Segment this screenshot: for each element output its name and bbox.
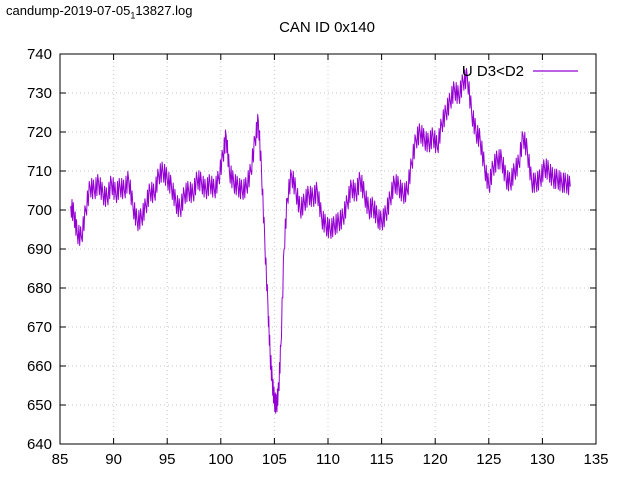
y-tick-label: 680 [27, 280, 52, 297]
x-tick-label: 120 [423, 451, 448, 468]
y-tick-label: 660 [27, 358, 52, 375]
file-label-suffix: 13827.log [135, 3, 193, 18]
x-tick-label: 125 [476, 451, 501, 468]
y-tick-label: 690 [27, 241, 52, 258]
x-tick-label: 115 [370, 451, 394, 468]
chart-title: CAN ID 0x140 [279, 19, 375, 36]
series-lines [70, 67, 571, 414]
x-tick-label: 95 [159, 451, 176, 468]
y-tick-label: 740 [27, 46, 52, 63]
plot-frame [59, 53, 597, 445]
file-label-prefix: candump-2019-07-05 [6, 3, 131, 18]
x-tick-label: 85 [52, 451, 69, 468]
legend: U D3<D2 [462, 63, 578, 80]
grid-lines [60, 54, 596, 444]
file-label-subscript: 1 [130, 10, 136, 21]
x-tick-label: 105 [262, 451, 287, 468]
y-tick-label: 650 [27, 397, 52, 414]
y-tick-label: 700 [27, 202, 52, 219]
y-tick-label: 720 [27, 124, 52, 141]
x-tick-label: 110 [316, 451, 340, 468]
y-tick-label: 670 [27, 319, 52, 336]
y-axis-ticks: 640 650 660 670 680 690 700 710 720 730 740 [27, 46, 596, 453]
series-line-0 [70, 67, 571, 414]
x-tick-label: 100 [208, 451, 233, 468]
x-tick-label: 130 [530, 451, 555, 468]
y-tick-label: 730 [27, 85, 52, 102]
legend-label: U D3<D2 [462, 63, 524, 80]
file-label: candump-2019-07-05113827.log [6, 3, 192, 21]
y-tick-label: 640 [27, 436, 52, 453]
x-axis-ticks: 85 90 95 100 105 110 115 120 125 130 135 [52, 54, 609, 468]
y-tick-label: 710 [27, 163, 52, 180]
x-tick-label: 135 [583, 451, 608, 468]
x-tick-label: 90 [105, 451, 122, 468]
